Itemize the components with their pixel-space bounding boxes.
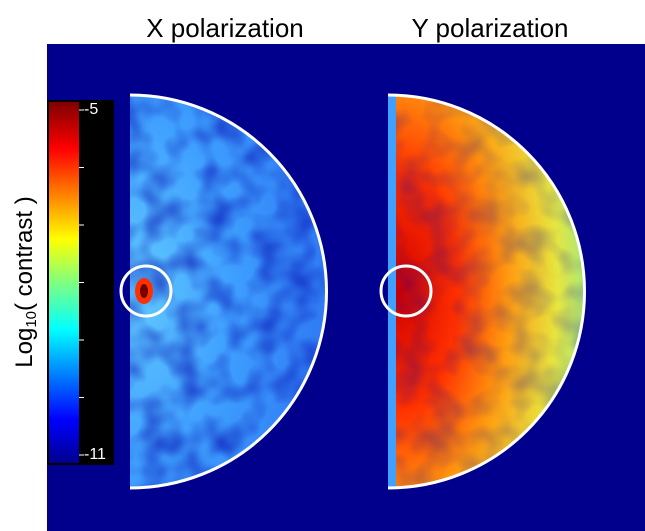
colorbar-gradient [49,102,79,463]
colorbar-tick-label: -5 [84,101,98,118]
figure: X polarization Y polarization Log10( con… [0,0,645,531]
panel-title: Y polarization [411,13,568,43]
panel-title: X polarization [146,13,304,43]
colorbar-tick-label: -11 [84,446,106,463]
colorbar-label: Log10( contrast ) [11,196,40,367]
